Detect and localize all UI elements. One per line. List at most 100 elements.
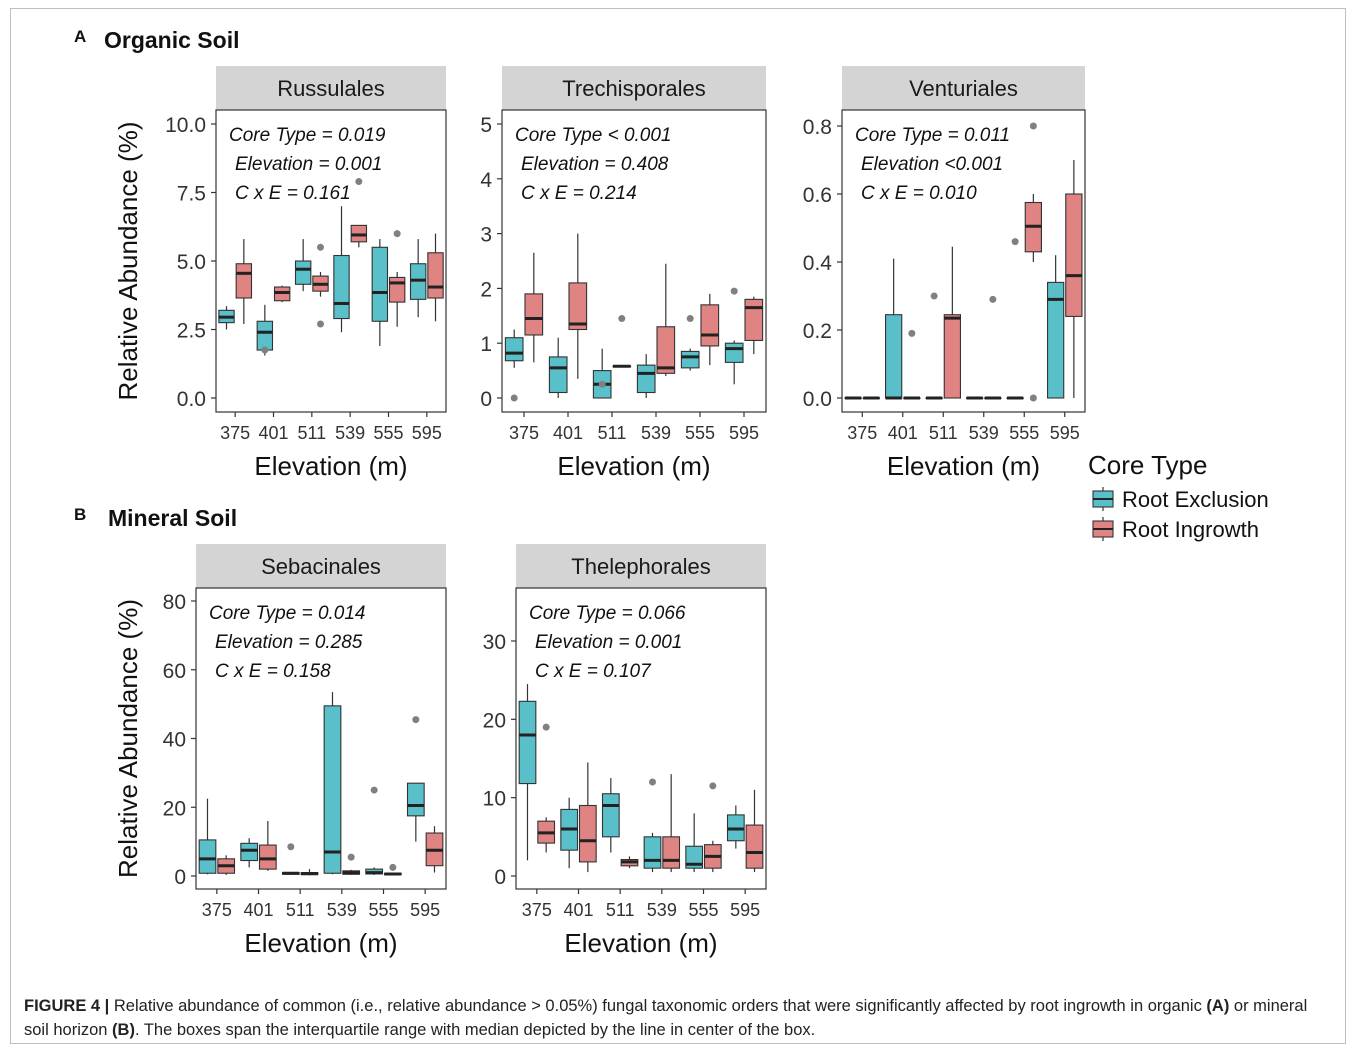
outlier-point: [1029, 394, 1037, 402]
x-tick-label: 555: [688, 900, 718, 920]
y-tick-label: 1: [480, 333, 492, 356]
y-tick-label: 0.2: [803, 320, 832, 343]
outlier-point: [618, 315, 626, 323]
facet-title-trechisporales: Trechisporales: [562, 76, 705, 101]
stat-annotation: Elevation = 0.001: [535, 632, 682, 653]
x-tick-label: 539: [647, 900, 677, 920]
box-exclusion: [198, 839, 217, 874]
box-ingrowth: [744, 298, 764, 342]
y-axis-title: Relative Abundance (%): [113, 122, 143, 401]
x-tick-label: 511: [297, 423, 326, 443]
y-tick-label: 0.0: [803, 388, 832, 411]
x-tick-label: 555: [685, 423, 715, 443]
x-tick-label: 555: [373, 423, 403, 443]
stat-annotation: Elevation <0.001: [861, 154, 1003, 175]
facet-strip-sebacinales: [196, 544, 446, 588]
caption-ref-a: (A): [1206, 997, 1230, 1015]
facet-strip-trechisporales: [502, 66, 766, 110]
caption-text-2: or mineral soil horizon: [24, 997, 1308, 1039]
x-axis-title: Elevation (m): [557, 451, 710, 481]
box-exclusion: [601, 793, 620, 838]
legend-label: Root Exclusion: [1122, 487, 1269, 512]
outlier-point: [598, 380, 606, 388]
y-tick-label: 20: [163, 797, 186, 820]
plot-border-venturiales: [841, 109, 1086, 413]
box-ingrowth: [524, 293, 544, 336]
box-exclusion: [636, 364, 656, 394]
box-exclusion: [240, 842, 259, 862]
outlier-point: [317, 243, 324, 251]
x-tick-label: 555: [368, 900, 398, 920]
box-exclusion: [323, 705, 342, 874]
x-tick-label: 375: [202, 900, 232, 920]
x-tick-label: 595: [1050, 423, 1080, 443]
x-tick-label: 401: [888, 423, 918, 443]
y-axis-title: Relative Abundance (%): [113, 599, 143, 878]
y-tick-label: 60: [163, 660, 186, 683]
x-tick-label: 595: [729, 423, 759, 443]
facet-strip-venturiales: [842, 66, 1085, 110]
figure-frame: [10, 8, 1346, 1044]
x-tick-label: 511: [598, 423, 627, 443]
outlier-point: [908, 329, 916, 337]
stat-annotation: Core Type < 0.001: [515, 125, 672, 146]
outlier-point: [317, 320, 324, 328]
facet-strip-russulales: [216, 66, 446, 110]
stat-annotation: Core Type = 0.019: [229, 125, 386, 146]
x-tick-label: 595: [412, 423, 442, 443]
box-exclusion: [884, 314, 903, 399]
x-axis-title: Elevation (m): [254, 451, 407, 481]
box-exclusion: [643, 836, 662, 869]
x-tick-label: 375: [522, 900, 552, 920]
outlier-point: [412, 716, 420, 724]
figure-caption: FIGURE 4 | Relative abundance of common …: [24, 994, 1334, 1042]
x-axis-title: Elevation (m): [244, 928, 397, 958]
x-tick-label: 595: [410, 900, 440, 920]
panel-letter-a: A: [74, 27, 86, 46]
outlier-point: [1011, 238, 1019, 246]
x-tick-label: 555: [1009, 423, 1039, 443]
stat-annotation: Core Type = 0.011: [855, 125, 1010, 146]
outlier-point: [510, 394, 518, 402]
facet-strip-thelephorales: [516, 544, 766, 588]
box-ingrowth: [258, 844, 277, 870]
y-tick-label: 3: [480, 224, 492, 247]
y-tick-label: 80: [163, 591, 186, 614]
outlier-point: [393, 230, 401, 238]
outlier-point: [1029, 122, 1037, 130]
y-tick-label: 7.5: [177, 183, 206, 206]
panel-letter-b: B: [74, 505, 86, 524]
box-ingrowth: [745, 824, 764, 869]
stat-annotation: C x E = 0.107: [535, 661, 652, 682]
box-exclusion: [406, 782, 425, 817]
box-ingrowth: [700, 304, 720, 347]
stat-annotation: C x E = 0.158: [215, 661, 331, 682]
box-exclusion: [548, 356, 568, 394]
y-tick-label: 5: [480, 114, 492, 137]
x-tick-label: 401: [258, 423, 288, 443]
x-tick-label: 511: [606, 900, 635, 920]
stat-annotation: Core Type = 0.066: [529, 603, 686, 624]
y-tick-label: 0.0: [177, 388, 206, 411]
box-ingrowth: [662, 836, 681, 869]
box-exclusion: [256, 320, 274, 351]
x-tick-label: 511: [286, 900, 315, 920]
y-tick-label: 0: [494, 866, 506, 889]
box-exclusion: [294, 260, 312, 285]
y-tick-label: 5.0: [177, 251, 206, 274]
y-tick-label: 20: [483, 709, 506, 732]
box-ingrowth: [235, 263, 253, 299]
outlier-point: [287, 843, 295, 851]
x-tick-label: 375: [220, 423, 250, 443]
box-ingrowth: [388, 276, 406, 303]
outlier-point: [930, 292, 938, 300]
outlier-point: [709, 782, 717, 790]
x-tick-label: 401: [553, 423, 583, 443]
y-tick-label: 2.5: [177, 320, 206, 343]
facet-title-russulales: Russulales: [277, 76, 385, 101]
outlier-point: [649, 778, 656, 786]
x-tick-label: 375: [509, 423, 539, 443]
y-tick-label: 30: [483, 631, 506, 654]
stat-annotation: C x E = 0.214: [521, 183, 637, 204]
x-tick-label: 511: [929, 423, 958, 443]
